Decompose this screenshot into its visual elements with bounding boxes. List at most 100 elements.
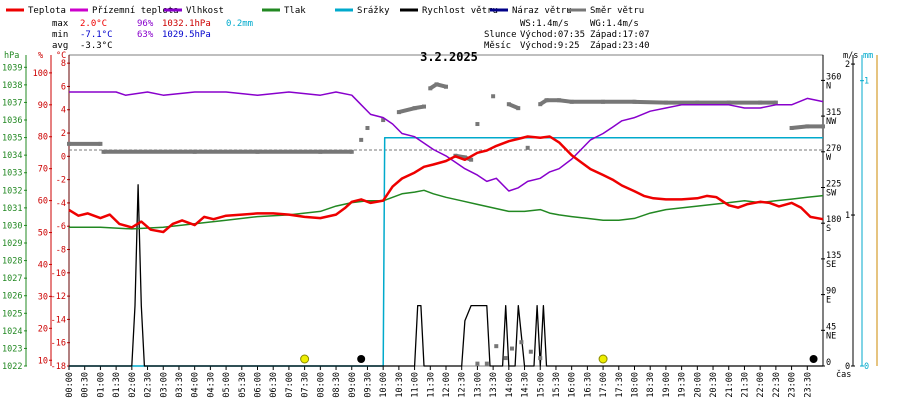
- direction-tick-label: 225: [826, 179, 841, 189]
- pressure-tick-label: 1024: [2, 327, 22, 337]
- stats-block: max 2.0°C 96% 1032.1hPa 0.2mm min -7.1°C…: [52, 19, 253, 51]
- temperature-tick-label: 6: [61, 82, 66, 92]
- rain-unit: mm: [863, 51, 873, 61]
- humidity-tick-label: 90: [38, 101, 48, 111]
- direction-cardinal-label: SW: [826, 188, 837, 198]
- wind-direction-point: [509, 346, 514, 351]
- stats-max-humidity: 96%: [137, 19, 154, 29]
- legend-label: Směr větru: [590, 6, 644, 16]
- wind-direction-segment: [634, 99, 666, 105]
- wind-direction-point: [789, 125, 794, 130]
- wind-direction-segment: [429, 82, 438, 91]
- wind-unit: m/s: [843, 51, 858, 61]
- x-tick-label: 21:30: [740, 372, 750, 398]
- pressure-tick-label: 1035: [2, 134, 22, 144]
- wind-direction-point: [503, 356, 508, 361]
- temperature-tick-label: 4: [61, 106, 66, 116]
- direction-tick-label: 360: [826, 72, 841, 82]
- wind-direction-segment: [539, 98, 548, 106]
- temperature-tick-label: 0: [61, 152, 66, 162]
- x-tick-label: 13:00: [473, 372, 483, 398]
- x-tick-label: 08:00: [316, 372, 326, 398]
- legend-label: Vlhkost: [186, 6, 224, 16]
- humidity-unit: %: [38, 51, 43, 61]
- pressure-tick-label: 1030: [2, 221, 22, 231]
- wind-direction-point: [494, 344, 499, 349]
- wind-direction-point: [525, 145, 530, 150]
- humidity-series-line: [69, 91, 824, 192]
- x-tick-label: 15:00: [536, 372, 546, 398]
- wind-direction-point: [365, 125, 370, 130]
- humidity-tick-label: 80: [38, 133, 48, 143]
- humidity-tick-label: 60: [38, 197, 48, 207]
- x-tick-label: 17:00: [599, 372, 609, 398]
- x-tick-label: 12:30: [458, 372, 468, 398]
- direction-tick-label: 270: [826, 144, 841, 154]
- x-tick-label: 23:00: [788, 372, 798, 398]
- x-tick-label: 06:00: [254, 372, 264, 398]
- wind-direction-segment: [508, 102, 520, 110]
- rain-tick-label: 1: [864, 77, 869, 87]
- direction-cardinal-label: S: [826, 224, 831, 234]
- direction-tick-label: 45: [826, 322, 836, 332]
- stats-max-rain: 0.2mm: [226, 19, 253, 29]
- x-tick-label: 07:30: [301, 372, 311, 398]
- temperature-tick-label: -10: [51, 269, 66, 279]
- wind-tick-label: 1: [845, 211, 850, 221]
- temperature-tick-label: -14: [51, 315, 66, 325]
- sun-marker-icon: [300, 354, 310, 364]
- legend-label: Náraz větru: [512, 6, 572, 16]
- direction-cardinal-label: N: [826, 81, 831, 91]
- x-tick-label: 02:00: [128, 372, 138, 398]
- wind-direction-point: [491, 94, 496, 99]
- x-tick-label: 03:00: [159, 372, 169, 398]
- x-tick-label: 16:30: [583, 372, 593, 398]
- direction-tick-label: 315: [826, 108, 841, 118]
- marker-layer: [300, 354, 818, 364]
- wind-direction-segment: [414, 104, 425, 111]
- wind-direction-segment: [791, 124, 808, 130]
- direction-tick-label: 90: [826, 287, 836, 297]
- humidity-tick-label: 30: [38, 292, 48, 302]
- pressure-tick-label: 1025: [2, 309, 22, 319]
- x-tick-label: 18:00: [631, 372, 641, 398]
- sun-marker-icon: [598, 354, 608, 364]
- x-tick-label: 04:00: [191, 372, 201, 398]
- info-sunrise: Východ:07:35: [520, 30, 585, 40]
- x-tick-label: 20:00: [693, 372, 703, 398]
- temperature-tick-label: -2: [56, 176, 66, 186]
- legend-label: Teplota: [28, 6, 66, 16]
- info-sunset: Západ:17:07: [590, 30, 650, 40]
- wind-tick-label: 0: [845, 362, 850, 372]
- temperature-tick-label: -18: [51, 362, 66, 372]
- x-tick-label: 22:00: [756, 372, 766, 398]
- x-axis: 00:00 00:30 01:00 01:30 02:00 02:30 03:00 03:30…: [65, 366, 813, 398]
- info-moonset: Západ:23:40: [590, 41, 650, 51]
- info-moon-label: Měsíc: [484, 41, 511, 51]
- wind-speed-series-line: [69, 184, 823, 367]
- info-wg: WG:1.4m/s: [590, 19, 639, 29]
- x-tick-label: 16:00: [568, 372, 578, 398]
- pressure-unit: hPa: [4, 51, 19, 61]
- temperature-series-line: [68, 135, 824, 234]
- x-tick-label: 13:30: [489, 372, 499, 398]
- x-axis-unit: čas: [836, 369, 851, 380]
- x-tick-label: 09:30: [363, 372, 373, 398]
- temperature-tick-label: -4: [56, 199, 66, 209]
- stats-min-label: min: [52, 30, 68, 40]
- x-tick-label: 19:00: [662, 372, 672, 398]
- moon-marker-icon: [809, 355, 818, 363]
- x-tick-label: 05:00: [222, 372, 232, 398]
- info-moonrise: Východ:9:25: [520, 41, 580, 51]
- legend: Teplota Přízemní teplota Vlhkost Tlak Srážky…: [6, 6, 644, 16]
- x-tick-label: 01:00: [96, 372, 106, 398]
- x-tick-label: 02:30: [144, 372, 154, 398]
- direction-tick-label: 0: [826, 358, 831, 368]
- pressure-tick-label: 1037: [2, 98, 22, 108]
- pressure-tick-label: 1036: [2, 116, 22, 126]
- direction-cardinal-label: SE: [826, 260, 836, 270]
- humidity-tick-label: 70: [38, 165, 48, 175]
- wind-direction-point: [475, 122, 480, 127]
